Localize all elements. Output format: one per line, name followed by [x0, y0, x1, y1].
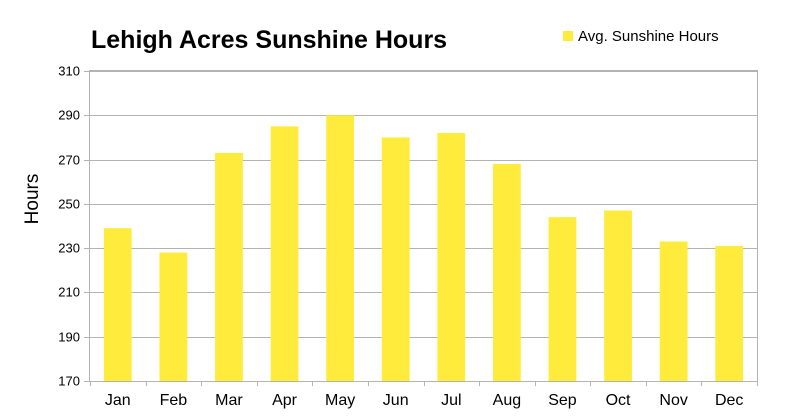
y-tick-label: 270 — [58, 153, 80, 168]
bar-oct — [604, 210, 632, 381]
bar-jan — [103, 228, 132, 381]
bar-dec — [715, 245, 744, 381]
bar-jun — [381, 137, 410, 381]
bar-aug — [492, 164, 521, 381]
y-axis-label: Hours — [22, 174, 43, 225]
legend: Avg. Sunshine Hours — [563, 28, 719, 45]
bar-apr — [270, 126, 299, 381]
x-tick-label: Apr — [272, 392, 298, 409]
x-tick-label: Mar — [215, 392, 243, 409]
legend-label: Avg. Sunshine Hours — [578, 28, 719, 45]
y-tick-label: 230 — [58, 241, 80, 256]
x-tick-label: May — [325, 392, 355, 409]
y-tick-label: 250 — [58, 197, 80, 212]
x-tick-label: Jul — [441, 392, 461, 409]
x-tick-label: Jan — [105, 392, 131, 409]
y-tick-labels: 170 190 210 230 250 270 290 310 — [58, 64, 80, 389]
bar-jul — [437, 133, 466, 381]
chart-title: Lehigh Acres Sunshine Hours — [91, 26, 447, 54]
x-tick-label: Sep — [548, 392, 577, 409]
plot-frame — [89, 70, 758, 382]
gridlines — [84, 71, 758, 386]
y-tick-label: 290 — [58, 108, 80, 123]
x-tick-label: Jun — [383, 392, 409, 409]
y-tick-label: 170 — [58, 374, 80, 389]
bars — [103, 115, 744, 382]
x-tick-label: Dec — [715, 392, 743, 409]
x-tick-label: Aug — [493, 392, 521, 409]
bar-mar — [215, 152, 243, 381]
bar-sep — [548, 217, 577, 381]
x-tick-label: Feb — [160, 392, 188, 409]
y-tick-label: 310 — [58, 64, 80, 79]
bar-may — [326, 115, 355, 382]
legend-swatch — [563, 31, 573, 41]
x-tick-label: Oct — [606, 392, 631, 409]
x-tick-label: Nov — [659, 392, 687, 409]
y-tick-label: 190 — [58, 330, 80, 345]
x-tick-labels: Jan Feb Mar Apr May Jun Jul Aug Sep Oct Nov Dec — [105, 392, 744, 409]
bar-nov — [659, 241, 688, 381]
y-tick-label: 210 — [58, 285, 80, 300]
bar-feb — [159, 252, 188, 381]
